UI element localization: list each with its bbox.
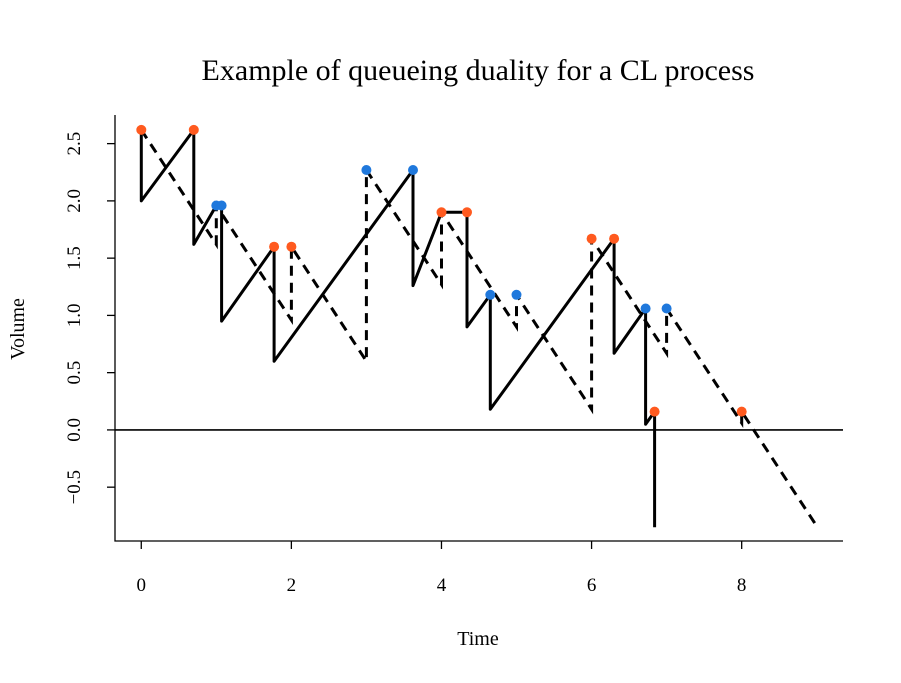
orange-point-marker bbox=[436, 207, 447, 218]
orange-point-marker bbox=[736, 406, 747, 417]
solid-series-line bbox=[139, 128, 657, 528]
x-ticks: 0 2 4 6 8 bbox=[137, 541, 747, 596]
orange-point-marker bbox=[649, 406, 660, 417]
y-tick-label: −0.5 bbox=[64, 470, 85, 504]
orange-point-marker bbox=[188, 124, 199, 135]
orange-point-marker bbox=[136, 124, 147, 135]
x-axis-label: Time bbox=[457, 628, 499, 650]
y-ticks: −0.5 0.0 0.5 1.0 1.5 2.0 2.5 bbox=[64, 132, 115, 504]
blue-point-marker bbox=[661, 303, 672, 314]
blue-point-marker bbox=[485, 289, 496, 300]
orange-point-marker bbox=[609, 233, 620, 244]
blue-point-marker bbox=[511, 289, 522, 300]
x-tick-label: 0 bbox=[137, 575, 147, 596]
y-tick-label: 1.5 bbox=[64, 246, 85, 270]
blue-point-marker bbox=[408, 165, 418, 175]
marker-layer bbox=[136, 124, 747, 417]
x-tick-label: 4 bbox=[437, 575, 447, 596]
x-tick-label: 6 bbox=[587, 575, 597, 596]
y-axis-label: Volume bbox=[7, 298, 29, 360]
dashed-series-line bbox=[140, 129, 818, 527]
y-tick-label: 2.0 bbox=[64, 189, 85, 213]
y-tick-label: 0.0 bbox=[64, 418, 85, 442]
x-tick-label: 8 bbox=[737, 575, 747, 596]
blue-point-marker bbox=[216, 200, 227, 211]
x-tick-label: 2 bbox=[287, 575, 297, 596]
orange-point-marker bbox=[586, 233, 597, 244]
axes bbox=[114, 115, 843, 542]
axis-frame bbox=[114, 115, 843, 542]
y-tick-label: 0.5 bbox=[64, 361, 85, 385]
series-layer bbox=[139, 128, 818, 528]
orange-point-marker bbox=[286, 241, 297, 252]
chart-title: Example of queueing duality for a CL pro… bbox=[202, 54, 755, 87]
y-tick-label: 2.5 bbox=[64, 132, 85, 156]
orange-point-marker bbox=[269, 241, 280, 252]
orange-point-marker bbox=[462, 207, 472, 218]
blue-point-marker bbox=[640, 303, 651, 314]
y-tick-label: 1.0 bbox=[64, 304, 85, 328]
blue-point-marker bbox=[361, 165, 372, 175]
